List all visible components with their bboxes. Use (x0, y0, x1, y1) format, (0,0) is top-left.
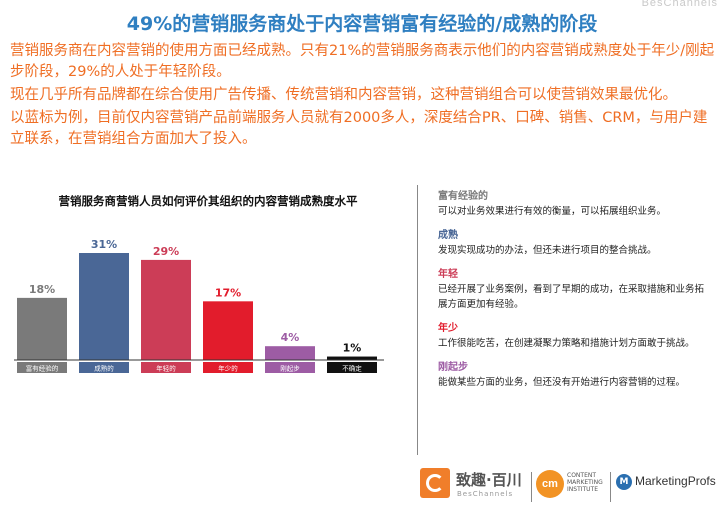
legend-desc: 已经开展了业务案例，看到了早期的成功，在采取措施和业务拓展方面更加有经验。 (438, 284, 705, 310)
bar-value-label: 29% (153, 245, 179, 258)
bar-value-label: 17% (215, 286, 241, 299)
category-label-box (141, 362, 191, 373)
bar (265, 346, 315, 360)
paragraph: 营销服务商在内容营销的使用方面已经成熟。只有21%的营销服务商表示他们的内容营销… (10, 43, 715, 80)
beschannels-logo-name: 致趣·百川 (456, 471, 522, 489)
watermark: BesChannels (641, 0, 718, 9)
bar-value-label: 1% (343, 342, 362, 355)
bar-value-label: 4% (281, 331, 300, 344)
cmi-logo: cm CONTENT MARKETING INSTITUTE (536, 470, 606, 504)
legend-label: 年少 (438, 323, 458, 334)
category-label-box (79, 362, 129, 373)
legend-label: 刚起步 (438, 362, 468, 373)
legend-item: 富有经验的 可以对业务效果进行有效的衡量，可以拓展组织业务。 (438, 190, 708, 219)
legend-item: 刚起步 能做某些方面的业务，但还没有开始进行内容营销的过程。 (438, 361, 708, 390)
legend-desc: 发现实现成功的办法，但还未进行项目的整合挑战。 (438, 245, 657, 256)
legend-item: 年轻 已经开展了业务案例，看到了早期的成功，在采取措施和业务拓展方面更加有经验。 (438, 268, 708, 312)
beschannels-logo: 致趣·百川 BesChannels (420, 468, 530, 504)
bar (79, 253, 129, 360)
category-label-box (327, 362, 377, 373)
category-label: 年少的 (218, 364, 238, 373)
category-label-box (265, 362, 315, 373)
page-title: 49%的营销服务商处于内容营销富有经验的/成熟的阶段 (126, 13, 598, 35)
paragraph: 现在几乎所有品牌都在综合使用广告传播、传统营销和内容营销，这种营销组合可以使营销… (10, 87, 677, 103)
bar-value-label: 31% (91, 238, 117, 251)
category-label: 富有经验的 (26, 364, 59, 373)
legend-label: 年轻 (438, 269, 458, 280)
bar-value-label: 18% (29, 283, 55, 296)
divider (417, 185, 418, 455)
bar (141, 259, 191, 360)
legend-item: 年少 工作很能吃苦，在创建凝聚力策略和措施计划方面敢于挑战。 (438, 322, 708, 351)
category-label: 不确定 (342, 364, 362, 373)
legend-desc: 可以对业务效果进行有效的衡量，可以拓展组织业务。 (438, 206, 667, 217)
bar (17, 297, 67, 360)
legend-label: 成熟 (438, 230, 458, 241)
category-label-box (17, 362, 67, 373)
legend-desc: 工作很能吃苦，在创建凝聚力策略和措施计划方面敢于挑战。 (438, 338, 695, 349)
bar (327, 356, 377, 360)
marketingprofs-logo: M MarketingProfs (616, 474, 720, 504)
legend-label: 富有经验的 (438, 191, 488, 202)
bar (203, 301, 253, 360)
body-text: 营销服务商在内容营销的使用方面已经成熟。只有21%的营销服务商表示他们的内容营销… (10, 41, 715, 152)
legend-desc: 能做某些方面的业务，但还没有开始进行内容营销的过程。 (438, 377, 686, 388)
chart-title: 营销服务商营销人员如何评价其组织的内容营销成熟度水平 (58, 194, 358, 208)
logo-separator (610, 472, 611, 502)
marketingprofs-logo-name: MarketingProfs (635, 474, 716, 488)
category-label: 刚起步 (280, 364, 300, 373)
category-label: 年轻的 (156, 364, 176, 373)
legend-item: 成熟 发现实现成功的办法，但还未进行项目的整合挑战。 (438, 229, 708, 258)
beschannels-logo-sub: BesChannels (457, 490, 514, 498)
marketingprofs-logo-icon: M (616, 474, 632, 490)
cmi-logo-icon: cm (536, 470, 564, 498)
beschannels-logo-icon (420, 468, 450, 498)
category-label: 成熟的 (94, 364, 114, 373)
paragraph: 以蓝标为例，目前仅内容营销产品前端服务人员就有2000多人，深度结合PR、口碑、… (10, 110, 708, 147)
category-label-box (203, 362, 253, 373)
chart-panel: 营销服务商营销人员如何评价其组织的内容营销成熟度水平 18% 富有经验的 31% 成熟… (8, 185, 408, 385)
logo-separator (531, 472, 532, 502)
legend: 富有经验的 可以对业务效果进行有效的衡量，可以拓展组织业务。 成熟 发现实现成功… (438, 190, 708, 400)
bar-chart: 18% 富有经验的 31% 成熟的 29% 年轻的 17% 年少的 4% 刚起步 1% 不确定 (14, 238, 384, 373)
logo-strip: 致趣·百川 BesChannels cm CONTENT MARKETING I… (410, 466, 720, 506)
cmi-logo-text: CONTENT MARKETING INSTITUTE (567, 472, 603, 493)
